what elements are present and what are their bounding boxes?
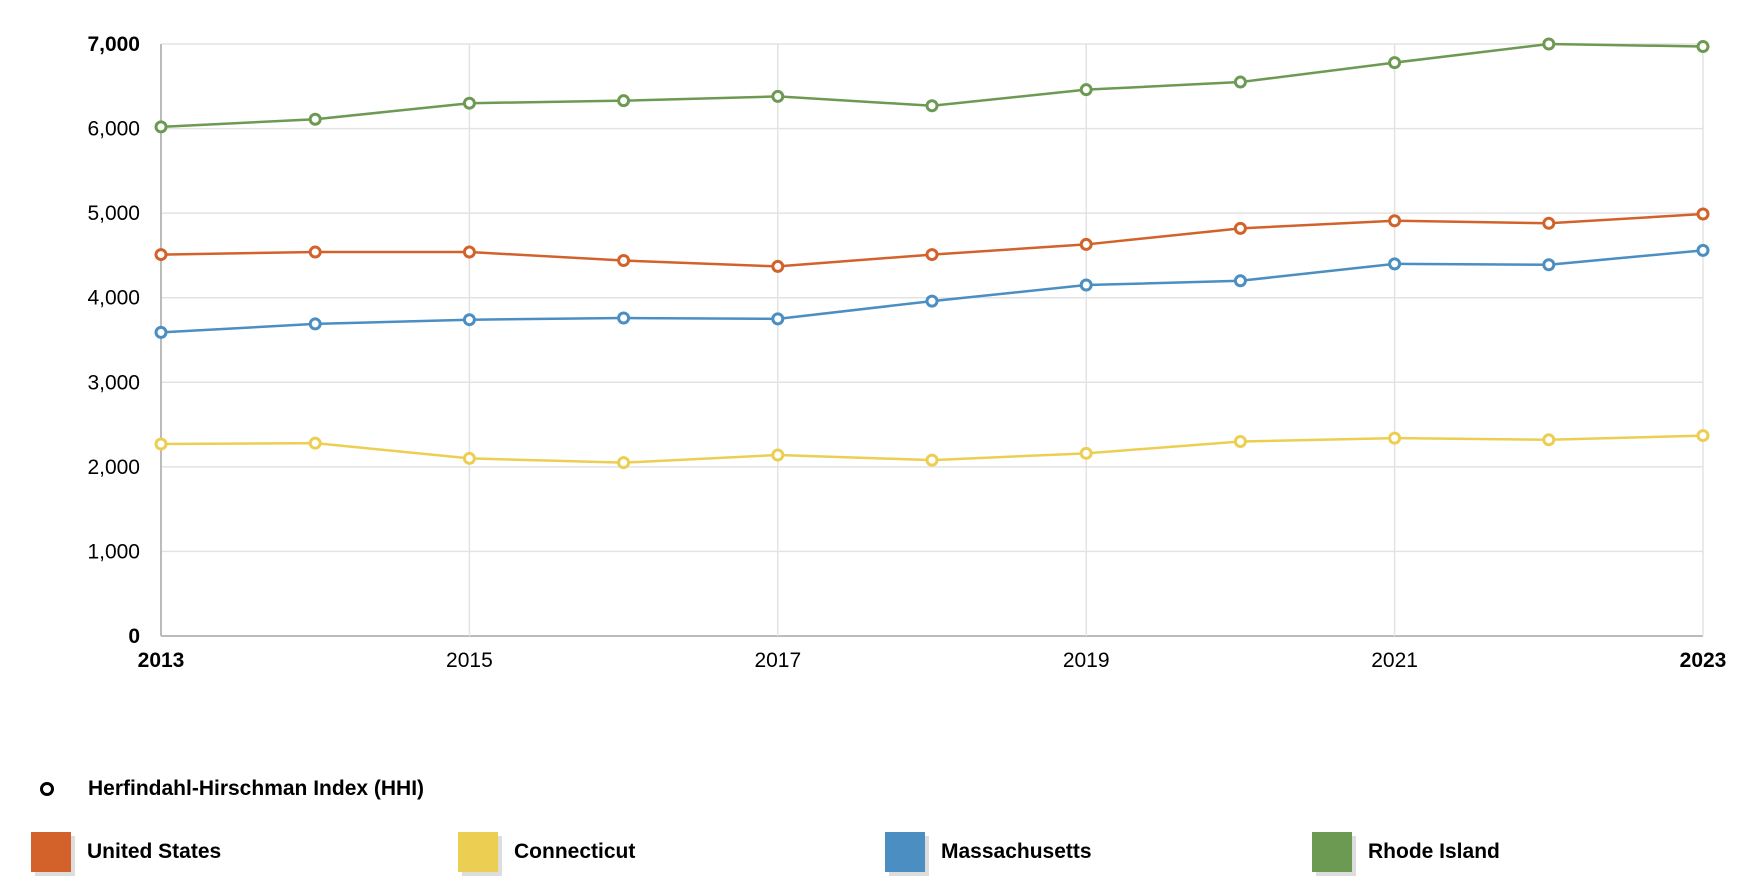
series-massachusetts bbox=[154, 243, 1710, 339]
data-point bbox=[617, 311, 631, 325]
data-point bbox=[1233, 274, 1247, 288]
data-point bbox=[1388, 214, 1402, 228]
data-point bbox=[1542, 216, 1556, 230]
data-point bbox=[1388, 56, 1402, 70]
data-point bbox=[462, 313, 476, 327]
data-point bbox=[1696, 207, 1710, 221]
series-connecticut bbox=[154, 429, 1710, 470]
data-point bbox=[1079, 237, 1093, 251]
x-axis: 2013 2015 2017 2019 2021 2023 bbox=[138, 649, 1727, 672]
series-line bbox=[160, 42, 1704, 129]
x-tick-label: 2013 bbox=[138, 649, 185, 672]
y-tick-label: 4,000 bbox=[87, 287, 140, 310]
series-line bbox=[160, 249, 1704, 334]
data-point bbox=[462, 245, 476, 259]
data-point bbox=[1388, 257, 1402, 271]
data-point bbox=[771, 259, 785, 273]
data-point bbox=[154, 120, 168, 134]
data-point bbox=[1542, 433, 1556, 447]
grid bbox=[160, 43, 1704, 637]
data-point bbox=[925, 294, 939, 308]
data-point bbox=[617, 254, 631, 268]
y-axis: 0 1,000 2,000 3,000 4,000 5,000 6,000 7,000 bbox=[87, 33, 140, 648]
data-point bbox=[1079, 83, 1093, 97]
line-chart: 2013 2015 2017 2019 2021 2023 0 1,000 2,000 3,00… bbox=[87, 33, 1727, 672]
legend-swatch bbox=[458, 832, 498, 872]
series-united-states bbox=[154, 207, 1710, 273]
data-point bbox=[154, 437, 168, 451]
data-point bbox=[925, 453, 939, 467]
legend-marker-label: Herfindahl-Hirschman Index (HHI) bbox=[88, 777, 425, 800]
data-point bbox=[771, 312, 785, 326]
data-point bbox=[1388, 431, 1402, 445]
data-point bbox=[1542, 258, 1556, 272]
data-point bbox=[308, 245, 322, 259]
data-point bbox=[308, 317, 322, 331]
y-tick-label: 3,000 bbox=[87, 371, 140, 394]
data-point bbox=[154, 325, 168, 339]
data-point bbox=[1233, 75, 1247, 89]
legend-swatch bbox=[31, 832, 71, 872]
data-point bbox=[1233, 434, 1247, 448]
legend-item-united-states[interactable]: United States bbox=[31, 832, 221, 872]
data-point bbox=[1696, 243, 1710, 257]
legend-label: Rhode Island bbox=[1368, 840, 1500, 863]
y-tick-label: 5,000 bbox=[87, 202, 140, 225]
data-point bbox=[617, 94, 631, 108]
y-tick-label: 6,000 bbox=[87, 118, 140, 141]
y-tick-label: 1,000 bbox=[87, 540, 140, 563]
data-point bbox=[1696, 40, 1710, 54]
legend-label: United States bbox=[87, 840, 222, 863]
data-point bbox=[1079, 278, 1093, 292]
series-rhode-island bbox=[154, 37, 1710, 134]
legend-item-rhode-island[interactable]: Rhode Island bbox=[1312, 832, 1500, 872]
x-tick-label: 2015 bbox=[446, 649, 493, 672]
legend-swatch bbox=[885, 832, 925, 872]
y-tick-label: 7,000 bbox=[87, 33, 140, 56]
data-point bbox=[1233, 221, 1247, 235]
legend-item-connecticut[interactable]: Connecticut bbox=[458, 832, 635, 872]
data-point bbox=[1696, 429, 1710, 443]
legend-label: Connecticut bbox=[514, 840, 636, 863]
data-point bbox=[462, 451, 476, 465]
data-point bbox=[308, 436, 322, 450]
data-point bbox=[308, 112, 322, 126]
data-point bbox=[925, 248, 939, 262]
data-point bbox=[1542, 37, 1556, 51]
data-point bbox=[925, 99, 939, 113]
y-tick-label: 0 bbox=[128, 625, 140, 648]
x-tick-label: 2021 bbox=[1371, 649, 1418, 672]
data-point bbox=[154, 248, 168, 262]
x-tick-label: 2019 bbox=[1063, 649, 1110, 672]
x-tick-label: 2023 bbox=[1680, 649, 1727, 672]
x-tick-label: 2017 bbox=[754, 649, 801, 672]
series-layer bbox=[154, 37, 1710, 470]
legend-item-massachusetts[interactable]: Massachusetts bbox=[885, 832, 1092, 872]
data-point bbox=[1079, 446, 1093, 460]
data-point bbox=[617, 456, 631, 470]
legend-marker-entry: Herfindahl-Hirschman Index (HHI) bbox=[40, 776, 448, 802]
legend-swatch bbox=[1312, 832, 1352, 872]
legend: Herfindahl-Hirschman Index (HHI) United … bbox=[0, 770, 1750, 894]
data-point bbox=[771, 448, 785, 462]
data-point bbox=[771, 89, 785, 103]
y-tick-label: 2,000 bbox=[87, 456, 140, 479]
data-point bbox=[462, 96, 476, 110]
legend-label: Massachusetts bbox=[941, 840, 1092, 863]
circle-marker-icon bbox=[40, 782, 54, 796]
